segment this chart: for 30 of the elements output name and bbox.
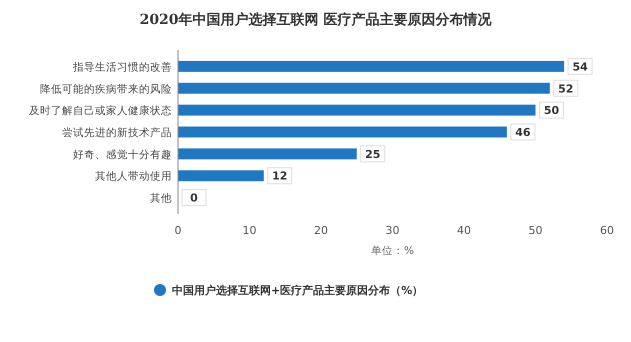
- y-tick-label: 降低可能的疾病带来的风险: [40, 82, 172, 96]
- x-axis-title: 单位：%: [371, 244, 414, 257]
- data-label: 46: [515, 126, 531, 139]
- x-tick-label: 60: [600, 224, 614, 237]
- data-label: 0: [190, 192, 198, 205]
- y-tick-label: 及时了解自己或家人健康状态: [29, 104, 172, 118]
- x-tick-label: 10: [242, 224, 256, 237]
- bar: [178, 60, 564, 72]
- data-label: 12: [272, 170, 288, 183]
- data-label: 50: [544, 104, 560, 118]
- chart-title: 2020年中国用户选择互联网 医疗产品主要原因分布情况: [140, 11, 492, 28]
- y-tick-label: 其他人带动使用: [95, 170, 172, 183]
- bar: [178, 104, 536, 116]
- x-tick-label: 40: [457, 224, 471, 237]
- data-label: 52: [558, 82, 574, 96]
- y-tick-label: 其他: [150, 192, 172, 205]
- data-label: 25: [365, 148, 380, 161]
- bar: [178, 82, 550, 94]
- y-tick-label: 指导生活习惯的改善: [72, 60, 172, 74]
- x-tick-label: 50: [528, 224, 542, 237]
- y-tick-label: 尝试先进的新技术产品: [62, 126, 172, 139]
- bar: [178, 148, 357, 160]
- x-tick-label: 0: [174, 224, 182, 237]
- x-tick-label: 30: [386, 224, 400, 237]
- data-label: 54: [572, 60, 588, 74]
- x-tick-label: 20: [314, 224, 328, 237]
- legend-label: 中国用户选择互联网+医疗产品主要原因分布（%）: [172, 284, 424, 297]
- bar: [178, 126, 507, 138]
- bar: [178, 170, 264, 182]
- y-tick-label: 好奇、感觉十分有趣: [73, 148, 172, 161]
